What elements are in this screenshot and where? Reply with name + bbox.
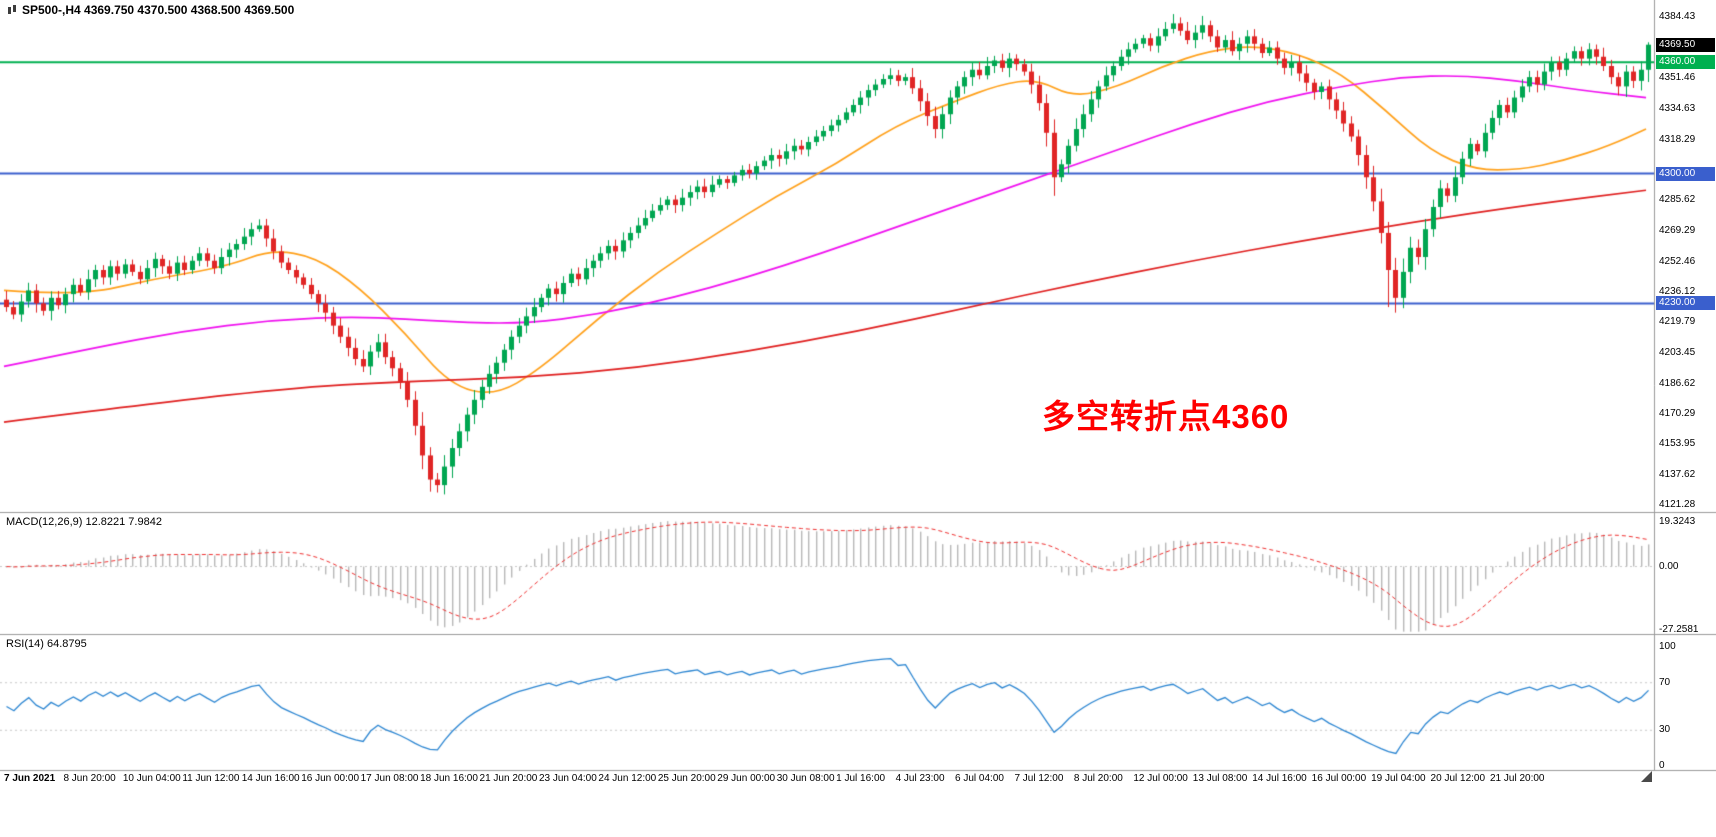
price-tick-label: 4203.45 bbox=[1659, 346, 1696, 358]
price-line-badge: 4360.00 bbox=[1656, 55, 1715, 70]
price-tick-label: 4153.95 bbox=[1659, 438, 1696, 450]
time-axis-label: 13 Jul 08:00 bbox=[1192, 773, 1248, 784]
price-line-badge: 4369.50 bbox=[1656, 37, 1715, 52]
time-axis-label: 29 Jun 00:00 bbox=[717, 773, 776, 784]
price-tick-label: 4318.29 bbox=[1659, 133, 1696, 145]
price-tick-label: 4137.62 bbox=[1659, 468, 1696, 480]
time-axis-label: 7 Jul 12:00 bbox=[1014, 773, 1064, 784]
price-tick-label: 4252.46 bbox=[1659, 255, 1696, 267]
time-axis-label: 24 Jun 12:00 bbox=[598, 773, 657, 784]
time-axis-label: 21 Jun 20:00 bbox=[479, 773, 538, 784]
time-axis-label: 1 Jul 16:00 bbox=[836, 773, 886, 784]
time-axis-label: 25 Jun 20:00 bbox=[657, 773, 716, 784]
macd-tick-label: 19.3243 bbox=[1659, 515, 1696, 527]
rsi-tick-label: 0 bbox=[1659, 760, 1665, 771]
time-axis-label: 14 Jun 16:00 bbox=[241, 773, 300, 784]
time-axis-label: 23 Jun 04:00 bbox=[538, 773, 597, 784]
scroll-to-latest-icon[interactable] bbox=[1641, 771, 1652, 782]
time-axis-label: 20 Jul 12:00 bbox=[1430, 773, 1486, 784]
price-tick-label: 4236.12 bbox=[1659, 286, 1696, 298]
rsi-tick-label: 30 bbox=[1659, 724, 1671, 736]
chart-title-bar: SP500-,H4 4369.750 4370.500 4368.500 436… bbox=[7, 3, 294, 17]
price-tick-label: 4285.62 bbox=[1659, 194, 1696, 206]
time-axis-label: 8 Jun 20:00 bbox=[63, 773, 116, 784]
time-axis-label: 18 Jun 16:00 bbox=[420, 773, 478, 784]
chart-text-annotation[interactable]: 多空转折点4360 bbox=[1042, 398, 1290, 435]
rsi-tick-label: 70 bbox=[1659, 676, 1671, 688]
macd-tick-label: -27.2581 bbox=[1659, 623, 1699, 635]
rsi-tick-label: 100 bbox=[1659, 641, 1676, 652]
price-tick-label: 4269.29 bbox=[1659, 224, 1696, 236]
symbol-ohlc-title: SP500-,H4 4369.750 4370.500 4368.500 436… bbox=[22, 3, 295, 17]
time-axis-label: 10 Jun 04:00 bbox=[122, 773, 181, 784]
price-tick-label: 4334.63 bbox=[1659, 103, 1696, 115]
macd-tick-label: 0.00 bbox=[1659, 560, 1679, 572]
time-axis-label: 16 Jun 00:00 bbox=[301, 773, 360, 784]
price-tick-label: 4384.43 bbox=[1659, 11, 1696, 22]
time-axis-label: 17 Jun 08:00 bbox=[360, 773, 419, 784]
time-axis-label: 12 Jul 00:00 bbox=[1133, 773, 1188, 784]
time-axis-label: 19 Jul 04:00 bbox=[1371, 773, 1426, 784]
time-axis-label: 11 Jun 12:00 bbox=[182, 773, 240, 784]
price-line-badge: 4230.00 bbox=[1656, 296, 1715, 311]
rsi-indicator-label: RSI(14) 64.8795 bbox=[6, 638, 87, 650]
time-axis-label: 21 Jul 20:00 bbox=[1490, 773, 1545, 784]
macd-indicator-label: MACD(12,26,9) 12.8221 7.9842 bbox=[6, 516, 162, 528]
time-axis-label: 16 Jul 00:00 bbox=[1311, 773, 1367, 784]
price-tick-label: 4351.46 bbox=[1659, 72, 1696, 84]
time-axis-label: 4 Jul 23:00 bbox=[895, 773, 945, 784]
time-axis-label: 7 Jun 2021 bbox=[4, 773, 56, 784]
time-axis-label: 14 Jul 16:00 bbox=[1252, 773, 1307, 784]
price-tick-label: 4170.29 bbox=[1659, 408, 1696, 420]
time-axis-label: 30 Jun 08:00 bbox=[776, 773, 835, 784]
price-tick-label: 4186.62 bbox=[1659, 377, 1696, 389]
price-tick-label: 4121.28 bbox=[1659, 498, 1696, 510]
candlestick-chart-icon bbox=[7, 5, 17, 15]
time-axis-label: 8 Jul 20:00 bbox=[1073, 773, 1123, 784]
time-axis-label: 6 Jul 04:00 bbox=[955, 773, 1004, 784]
price-line-badge: 4300.00 bbox=[1656, 166, 1715, 181]
price-tick-label: 4219.79 bbox=[1659, 316, 1696, 328]
